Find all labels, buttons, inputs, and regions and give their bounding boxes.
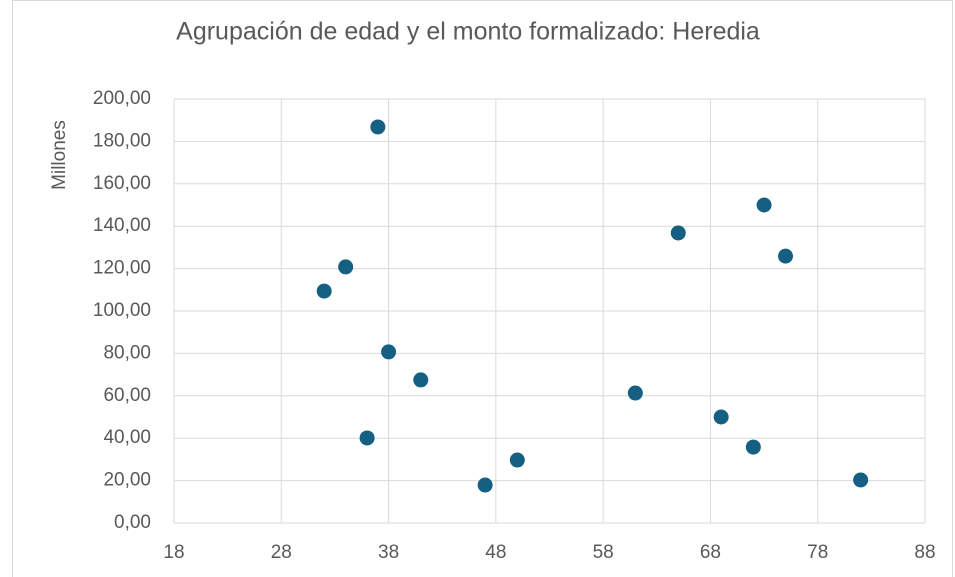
y-tick-label: 0,00 xyxy=(114,512,151,533)
data-point xyxy=(338,259,354,275)
x-tick-label: 78 xyxy=(807,542,828,563)
data-point xyxy=(713,409,729,425)
x-tick-label: 18 xyxy=(163,542,184,563)
y-tick-label: 160,00 xyxy=(93,173,151,194)
y-tick-label: 120,00 xyxy=(93,258,151,279)
data-point xyxy=(745,439,761,455)
x-tick-label: 68 xyxy=(700,542,721,563)
x-tick-label: 48 xyxy=(485,542,506,563)
y-axis-label: Millones xyxy=(49,120,70,190)
y-tick-label: 140,00 xyxy=(93,215,151,236)
y-tick-label: 100,00 xyxy=(93,300,151,321)
data-point xyxy=(477,477,493,493)
data-point xyxy=(370,119,386,135)
data-point xyxy=(670,225,686,241)
y-tick-label: 180,00 xyxy=(93,130,151,151)
x-tick-label: 88 xyxy=(914,542,935,563)
y-tick-label: 200,00 xyxy=(93,88,151,109)
data-point xyxy=(853,472,869,488)
data-point xyxy=(413,372,429,388)
data-point xyxy=(778,248,794,264)
data-point xyxy=(756,197,772,213)
x-tick-label: 28 xyxy=(271,542,292,563)
x-tick-label: 58 xyxy=(593,542,614,563)
data-point xyxy=(359,430,375,446)
data-point xyxy=(316,283,332,299)
y-tick-label: 60,00 xyxy=(103,385,151,406)
x-tick-label: 38 xyxy=(378,542,399,563)
y-tick-label: 40,00 xyxy=(103,427,151,448)
y-tick-label: 20,00 xyxy=(103,470,151,491)
chart-title: Agrupación de edad y el monto formalizad… xyxy=(176,18,760,46)
y-tick-label: 80,00 xyxy=(103,342,151,363)
data-point xyxy=(381,344,397,360)
data-point xyxy=(509,452,525,468)
data-point xyxy=(627,385,643,401)
